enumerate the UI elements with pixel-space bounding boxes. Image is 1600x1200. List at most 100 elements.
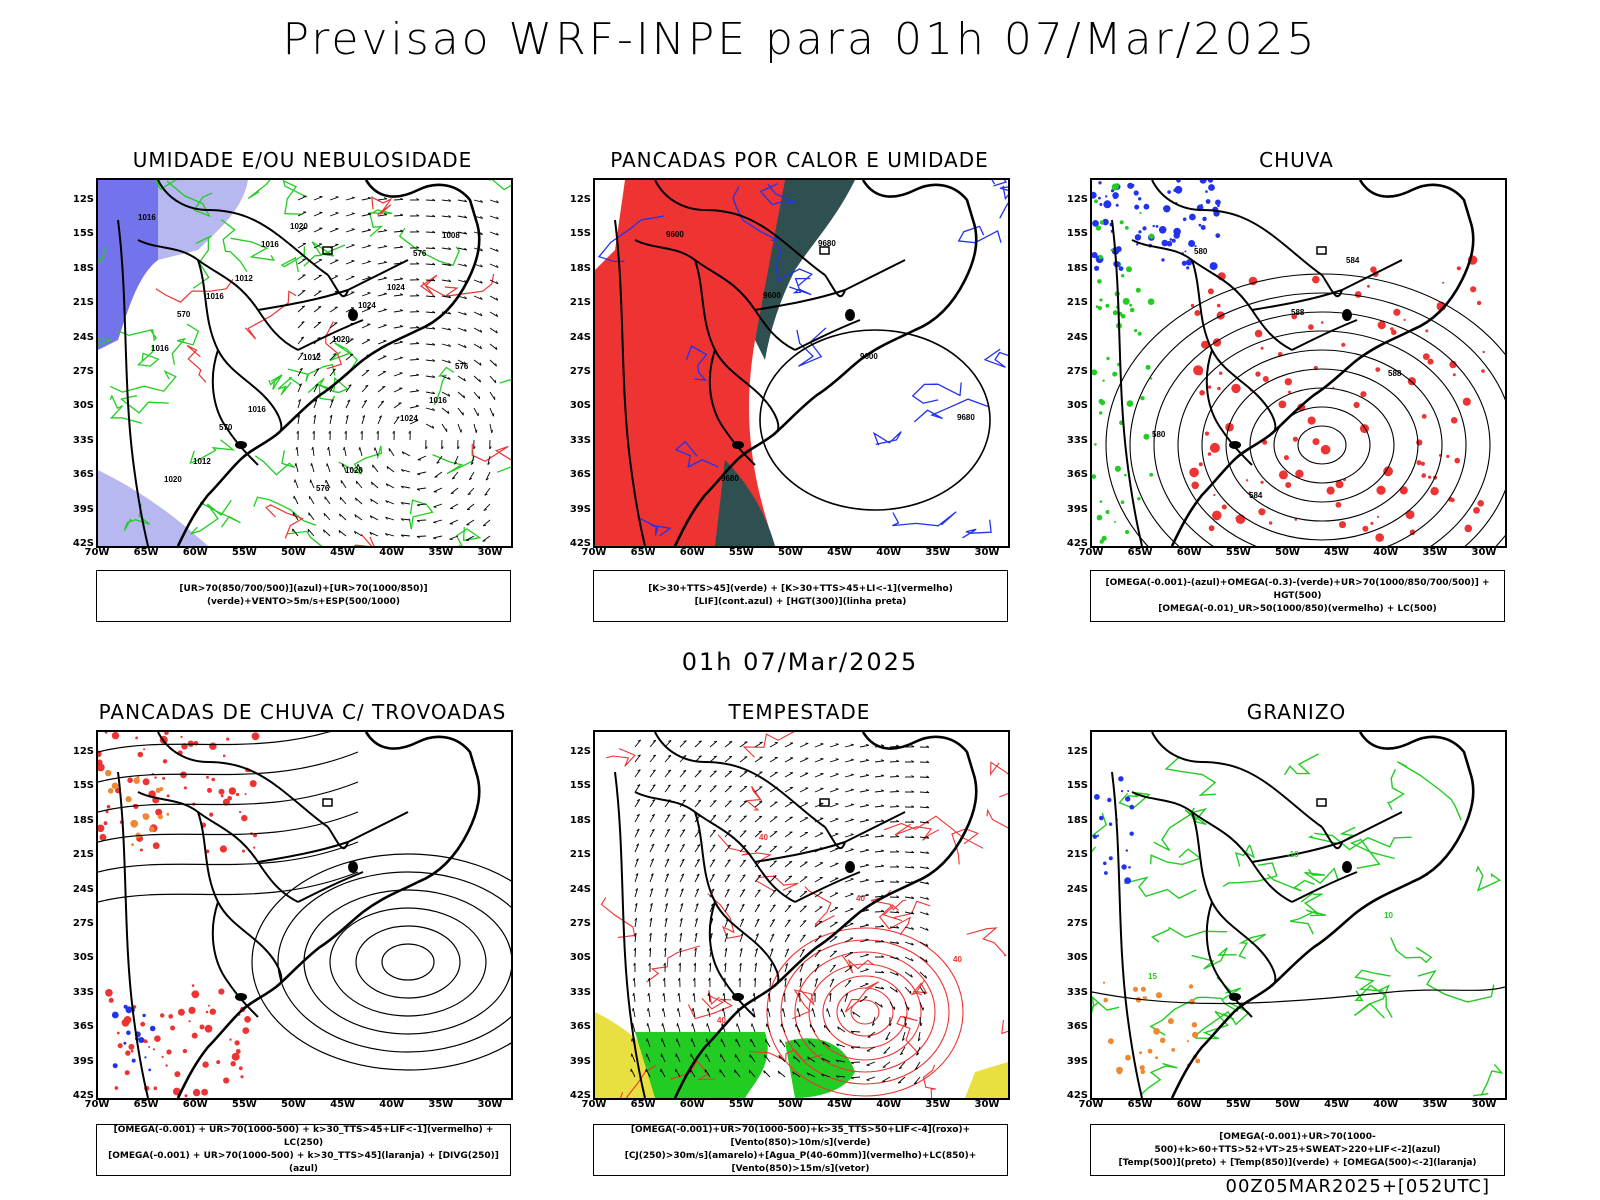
lon-tick-label: 50W xyxy=(281,547,306,558)
contour-label: 580 xyxy=(1152,430,1166,439)
contour-label: 1012 xyxy=(193,457,211,466)
contour-label: 9680 xyxy=(721,474,739,483)
contour-label: 1016 xyxy=(206,292,224,301)
lon-tick-label: 65W xyxy=(1127,1099,1153,1110)
contour-label: 570 xyxy=(177,310,191,319)
lon-tick-label: 60W xyxy=(679,1099,705,1110)
lat-tick-label: 21S xyxy=(1066,849,1088,861)
lon-tick-label: 30W xyxy=(1471,547,1497,558)
lon-tick-label: 35W xyxy=(428,547,454,558)
lon-tick-label: 55W xyxy=(728,547,754,558)
panel-legend: [OMEGA(-0.001)+UR>70(1000-500)+k>35_TTS>… xyxy=(593,1124,1008,1176)
contour-label: 1024 xyxy=(387,283,405,292)
lat-tick-label: 36S xyxy=(72,469,94,481)
lat-tick-label: 42S xyxy=(569,1090,591,1101)
lat-tick-label: 18S xyxy=(72,262,94,274)
lat-tick-label: 33S xyxy=(569,986,591,998)
lon-tick-label: 70W xyxy=(1078,547,1104,558)
legend-line: [CJ(250)>30m/s](amarelo)+[Agua_P(40-60mm… xyxy=(624,1151,977,1174)
lat-tick-label: 36S xyxy=(1066,469,1088,481)
lat-tick-label: 21S xyxy=(72,849,94,861)
legend-line: [OMEGA(-0.001) + UR>70(1000-500) + k>30_… xyxy=(108,1151,499,1174)
legend-line: [LIF](cont.azul) + [HGT(300)](linha pret… xyxy=(694,597,907,607)
lon-tick-label: 65W xyxy=(133,1099,159,1110)
lat-tick-label: 42S xyxy=(72,1090,94,1101)
lat-tick-label: 42S xyxy=(1066,1090,1088,1101)
lon-tick-label: 55W xyxy=(231,547,257,558)
contour-label: 9600 xyxy=(860,352,878,361)
lat-tick-label: 36S xyxy=(72,1021,94,1033)
lon-tick-label: 40W xyxy=(379,547,405,558)
lat-tick-label: 33S xyxy=(72,986,94,998)
lat-tick-label: 27S xyxy=(569,918,591,929)
lat-tick-label: 33S xyxy=(1066,986,1088,998)
lon-tick-label: 45W xyxy=(1324,1099,1350,1110)
panel-legend: [UR>70(850/700/500)](azul)+[UR>70(1000/8… xyxy=(96,570,511,622)
contour-label: 1016 xyxy=(151,344,169,353)
lat-tick-label: 18S xyxy=(569,262,591,274)
lon-tick-label: 55W xyxy=(728,1099,754,1110)
lat-tick-label: 30S xyxy=(1066,952,1088,964)
lon-tick-label: 65W xyxy=(1127,547,1153,558)
lon-tick-label: 45W xyxy=(330,1099,356,1110)
lon-tick-label: 35W xyxy=(925,547,951,558)
lon-tick-label: 35W xyxy=(1422,547,1448,558)
lat-tick-label: 33S xyxy=(1066,434,1088,446)
map-canvas: 1016 1012 1020 1016 1012 1020 1024 1016 1016 1020… xyxy=(98,180,511,546)
contour-label: 576 xyxy=(316,484,330,493)
lon-tick-label: 40W xyxy=(1373,1099,1399,1110)
contour-label: 1016 xyxy=(248,405,266,414)
lon-tick-label: 40W xyxy=(876,547,902,558)
lat-tick-label: 39S xyxy=(1066,503,1088,515)
contour-label: 588 xyxy=(1291,308,1305,317)
lat-tick-label: 15S xyxy=(1066,780,1088,792)
lat-tick-label: 30S xyxy=(569,952,591,964)
lat-tick-label: 24S xyxy=(72,883,94,895)
contour-label: 576 xyxy=(413,249,427,258)
panel-legend: [OMEGA(-0.001) + UR>70(1000-500) + k>30_… xyxy=(96,1124,511,1176)
lat-tick-label: 18S xyxy=(569,814,591,826)
lat-tick-label: 36S xyxy=(569,1021,591,1033)
lat-tick-label: 21S xyxy=(569,297,591,309)
lon-tick-label: 45W xyxy=(1324,547,1350,558)
contour-label: 576 xyxy=(455,362,469,371)
legend-line: [UR>70(850/700/500)](azul)+[UR>70(1000/8… xyxy=(179,584,428,607)
lon-tick-label: 40W xyxy=(1373,547,1399,558)
lat-tick-label: 42S xyxy=(72,538,94,549)
contour-label: 1016 xyxy=(261,240,279,249)
map-panel: 1016 1012 1020 1016 1012 1020 1024 1016 1016 1020… xyxy=(96,178,513,548)
lat-tick-label: 30S xyxy=(72,400,94,412)
contour-label: 580 xyxy=(1194,247,1208,256)
lon-tick-label: 70W xyxy=(581,547,607,558)
lat-tick-label: 27S xyxy=(569,366,591,377)
lat-tick-label: 39S xyxy=(569,1055,591,1067)
contour-label: 1024 xyxy=(400,414,418,423)
lon-tick-label: 65W xyxy=(630,1099,656,1110)
lon-tick-label: 65W xyxy=(133,547,159,558)
lon-tick-label: 70W xyxy=(84,547,110,558)
contour-label: 584 xyxy=(1249,491,1263,500)
lon-tick-label: 55W xyxy=(1225,1099,1251,1110)
contour-label: 9600 xyxy=(666,230,684,239)
lat-tick-label: 12S xyxy=(569,194,591,205)
lat-tick-label: 18S xyxy=(1066,262,1088,274)
map-canvas: -10 10 15 xyxy=(1092,732,1505,1098)
lon-tick-label: 70W xyxy=(581,1099,607,1110)
contour-label: 1012 xyxy=(303,353,321,362)
lon-tick-label: 70W xyxy=(84,1099,110,1110)
lat-tick-label: 15S xyxy=(72,780,94,792)
lat-tick-label: 12S xyxy=(1066,194,1088,205)
lat-tick-label: 18S xyxy=(1066,814,1088,826)
lat-tick-label: 15S xyxy=(569,228,591,240)
lon-tick-label: 65W xyxy=(630,547,656,558)
contour-label: 40 xyxy=(856,894,865,903)
contour-label: 570 xyxy=(219,423,233,432)
lon-tick-label: 30W xyxy=(974,1099,1000,1110)
lon-tick-label: 70W xyxy=(1078,1099,1104,1110)
lat-tick-label: 39S xyxy=(569,503,591,515)
lon-tick-label: 45W xyxy=(827,547,853,558)
contour-label: 9680 xyxy=(957,413,975,422)
contour-label: 1024 xyxy=(358,301,376,310)
contour-label: 9680 xyxy=(818,239,836,248)
legend-line: [OMEGA(-0.001) + UR>70(1000-500) + k>30_… xyxy=(113,1125,494,1148)
